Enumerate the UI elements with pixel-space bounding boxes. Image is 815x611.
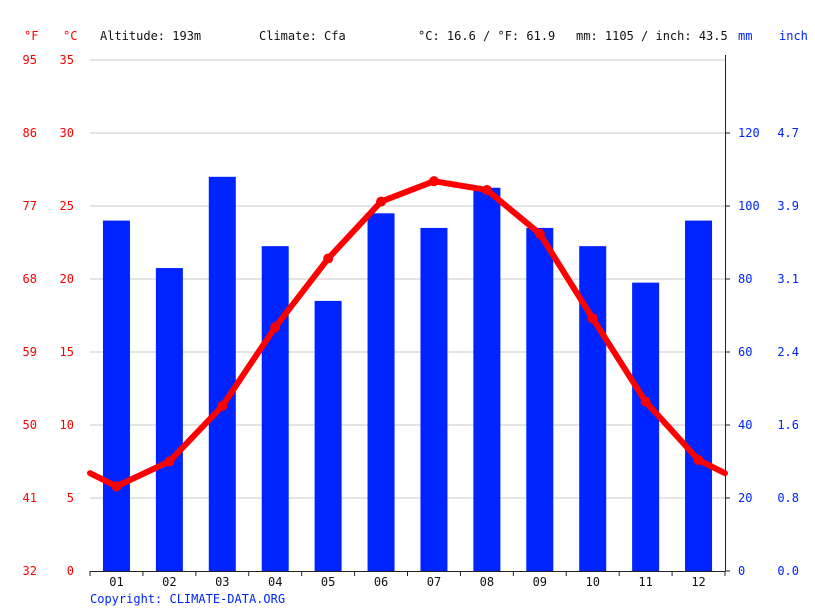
temperature-point (534, 228, 545, 239)
month-tick-label: 06 (374, 575, 388, 589)
celsius-unit-label: °C (63, 29, 77, 43)
fahrenheit-tick-label: 50 (23, 418, 37, 432)
temperature-point (164, 456, 175, 467)
fahrenheit-tick-label: 68 (23, 272, 37, 286)
month-tick-label: 09 (533, 575, 547, 589)
inch-tick-label: 4.7 (777, 126, 799, 140)
celsius-tick-label: 30 (60, 126, 74, 140)
precipitation-bar (420, 227, 448, 571)
fahrenheit-tick-label: 86 (23, 126, 37, 140)
precipitation-bar (579, 246, 607, 571)
temperature-point (111, 481, 122, 492)
precipitation-bar (261, 246, 289, 571)
temperature-average-label: °C: 16.6 / °F: 61.9 (418, 29, 555, 43)
grid-lines (90, 59, 725, 499)
climate-label: Climate: Cfa (259, 29, 346, 43)
temperature-point (270, 322, 281, 333)
precipitation-bar (526, 227, 554, 571)
month-tick-label: 11 (638, 575, 652, 589)
precipitation-average-label: mm: 1105 / inch: 43.5 (576, 29, 728, 43)
precipitation-bars (102, 176, 713, 572)
temperature-point (376, 196, 387, 207)
fahrenheit-tick-label: 32 (23, 564, 37, 578)
temperature-line-path (87, 178, 728, 490)
month-tick-label: 12 (691, 575, 705, 589)
celsius-tick-label: 5 (67, 491, 74, 505)
temperature-point (587, 313, 598, 324)
temperature-point (640, 396, 651, 407)
inch-tick-label: 3.1 (777, 272, 799, 286)
precipitation-bar (314, 300, 342, 571)
celsius-tick-label: 25 (60, 199, 74, 213)
precipitation-bar (367, 213, 395, 572)
fahrenheit-tick-label: 59 (23, 345, 37, 359)
inch-tick-label: 3.9 (777, 199, 799, 213)
temperature-line (87, 176, 728, 492)
temperature-point (693, 455, 704, 466)
altitude-label: Altitude: 193m (100, 29, 201, 43)
precipitation-bar (473, 187, 501, 571)
month-tick-label: 03 (215, 575, 229, 589)
precipitation-bar (685, 220, 713, 571)
month-tick-label: 01 (109, 575, 123, 589)
fahrenheit-tick-label: 77 (23, 199, 37, 213)
precipitation-bar (208, 176, 236, 572)
inch-tick-label: 0.8 (777, 491, 799, 505)
celsius-tick-label: 0 (67, 564, 74, 578)
fahrenheit-unit-label: °F (24, 29, 38, 43)
mm-tick-label: 100 (738, 199, 760, 213)
precipitation-bar (155, 268, 183, 571)
celsius-tick-label: 20 (60, 272, 74, 286)
axes (89, 55, 730, 576)
mm-tick-label: 20 (738, 491, 752, 505)
month-tick-label: 04 (268, 575, 282, 589)
mm-tick-label: 120 (738, 126, 760, 140)
mm-tick-label: 0 (738, 564, 745, 578)
temperature-point (217, 401, 228, 412)
month-tick-label: 05 (321, 575, 335, 589)
celsius-tick-label: 10 (60, 418, 74, 432)
inch-tick-label: 2.4 (777, 345, 799, 359)
inch-tick-label: 0.0 (777, 564, 799, 578)
month-tick-label: 02 (162, 575, 176, 589)
fahrenheit-tick-label: 95 (23, 53, 37, 67)
inch-tick-label: 1.6 (777, 418, 799, 432)
celsius-tick-label: 35 (60, 53, 74, 67)
tick-labels: 0 32 5 41 10 50 15 59 20 68 25 77 30 86 35 95 0 0.0 20 0.8 4… (23, 53, 799, 589)
temperature-point (323, 253, 334, 264)
mm-tick-label: 40 (738, 418, 752, 432)
temperature-point (481, 184, 492, 195)
month-tick-label: 07 (427, 575, 441, 589)
copyright-label: Copyright: CLIMATE-DATA.ORG (90, 592, 285, 606)
mm-unit-label: mm (738, 29, 752, 43)
celsius-tick-label: 15 (60, 345, 74, 359)
fahrenheit-tick-label: 41 (23, 491, 37, 505)
month-tick-label: 10 (585, 575, 599, 589)
inch-unit-label: inch (779, 29, 808, 43)
temperature-point (428, 176, 439, 187)
mm-tick-label: 80 (738, 272, 752, 286)
precipitation-bar (102, 220, 130, 571)
mm-tick-label: 60 (738, 345, 752, 359)
month-tick-label: 08 (480, 575, 494, 589)
precipitation-bar (632, 282, 660, 571)
